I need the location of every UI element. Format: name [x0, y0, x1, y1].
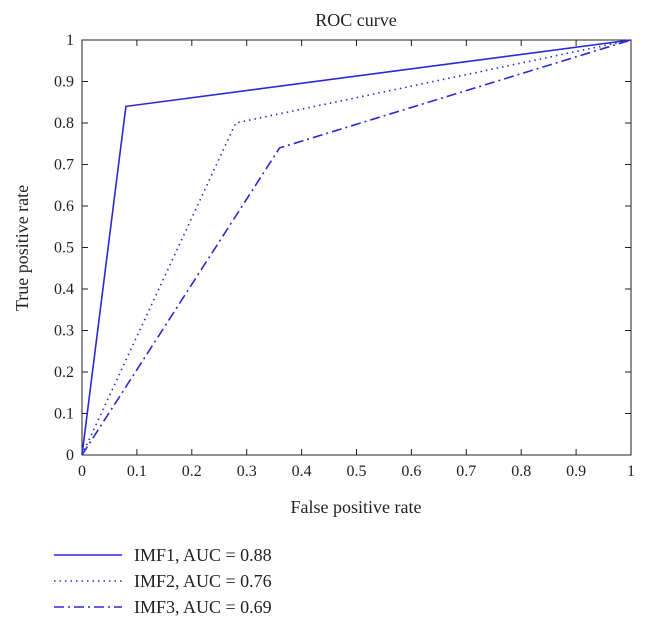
legend-label-imf2: IMF2, AUC = 0.76 [134, 571, 272, 591]
x-tick-label: 0.7 [456, 463, 476, 480]
legend-label-imf1: IMF1, AUC = 0.88 [134, 545, 272, 565]
legend: IMF1, AUC = 0.88 IMF2, AUC = 0.76 IMF3, AU… [54, 545, 272, 617]
x-tick-label: 0.3 [237, 463, 257, 480]
x-tick-label: 0 [78, 463, 86, 480]
x-tick-label: 0.1 [127, 463, 147, 480]
chart-title: ROC curve [315, 10, 396, 30]
x-tick-label: 0.8 [511, 463, 531, 480]
x-axis-title: False positive rate [291, 497, 422, 517]
plot-area: 0 0.1 0.2 0.3 0.4 0.5 0.6 0.7 0.8 0.9 1 0 0.1 0.2 0.3 0… [54, 32, 635, 480]
series-line-imf1 [81, 39, 632, 456]
y-tick-label: 0.7 [54, 157, 74, 174]
x-tick-label: 0.5 [347, 463, 367, 480]
x-tick-label: 0.4 [292, 463, 312, 480]
x-tick-label: 0.9 [566, 463, 586, 480]
y-tick-label: 0.6 [54, 198, 74, 215]
x-tick-label: 0.6 [401, 463, 421, 480]
y-tick-label: 0.9 [54, 74, 74, 91]
series-line-imf3 [81, 39, 632, 456]
y-tick-label: 0.8 [54, 115, 74, 132]
y-tick-label: 0.5 [54, 240, 74, 257]
x-tick-label: 0.2 [182, 463, 202, 480]
y-tick-label: 0.4 [54, 281, 74, 298]
x-tick-label: 1 [627, 463, 635, 480]
legend-label-imf3: IMF3, AUC = 0.69 [134, 597, 272, 617]
y-axis-title: True positive rate [12, 185, 32, 311]
y-tick-label: 0.2 [54, 364, 74, 381]
y-tick-label: 1 [66, 32, 74, 49]
y-tick-label: 0.3 [54, 323, 74, 340]
y-tick-label: 0.1 [54, 406, 74, 423]
plot-frame [81, 39, 632, 456]
series-line-imf2 [81, 39, 632, 456]
y-tick-label: 0 [66, 447, 74, 464]
